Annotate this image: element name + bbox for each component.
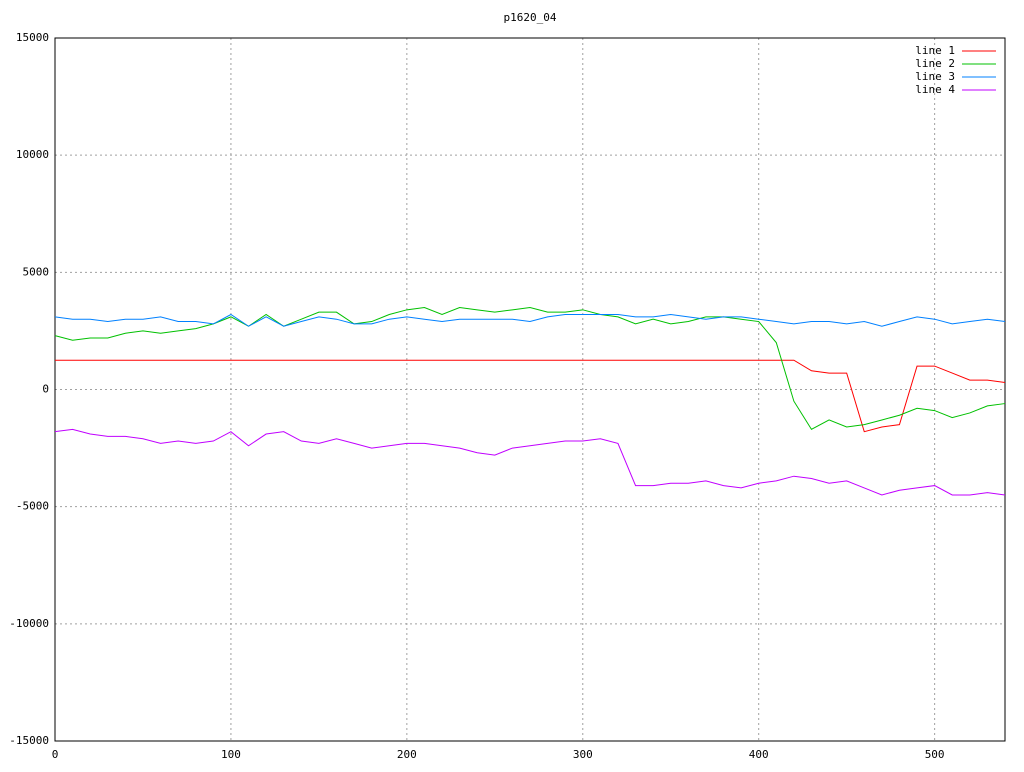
x-tick-label: 200 xyxy=(397,748,417,761)
legend-label: line 1 xyxy=(915,44,955,57)
x-tick-label: 0 xyxy=(52,748,59,761)
y-tick-label: 15000 xyxy=(16,31,49,44)
legend-label: line 2 xyxy=(915,57,955,70)
x-tick-label: 300 xyxy=(573,748,593,761)
x-tick-label: 500 xyxy=(925,748,945,761)
y-tick-label: -10000 xyxy=(9,617,49,630)
y-tick-label: -15000 xyxy=(9,734,49,747)
legend-label: line 4 xyxy=(915,83,955,96)
legend-label: line 3 xyxy=(915,70,955,83)
x-tick-label: 100 xyxy=(221,748,241,761)
series-line xyxy=(54,313,1006,327)
x-tick-label: 400 xyxy=(749,748,769,761)
plot-border xyxy=(54,37,1006,742)
chart-title: p1620_04 xyxy=(504,11,557,24)
y-tick-label: 5000 xyxy=(23,265,50,278)
y-tick-label: 0 xyxy=(42,383,49,396)
series-line xyxy=(55,359,1006,433)
y-tick-label: -5000 xyxy=(16,500,49,513)
series-line xyxy=(54,428,1006,496)
y-tick-label: 10000 xyxy=(16,148,49,161)
